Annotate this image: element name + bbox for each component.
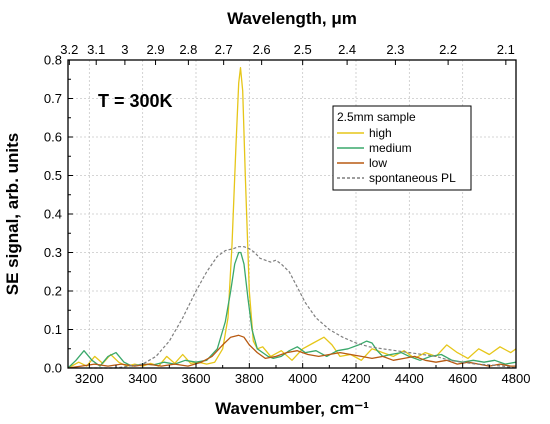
x-tick-label: 3200 bbox=[75, 371, 104, 386]
legend-label: medium bbox=[369, 141, 412, 155]
legend-label: high bbox=[369, 126, 392, 140]
x-tick-label: 4600 bbox=[448, 371, 477, 386]
x-tick-label: 4000 bbox=[288, 371, 317, 386]
y-tick-label: 0.0 bbox=[44, 361, 62, 376]
top-tick-label: 2.1 bbox=[497, 42, 515, 57]
x-tick-label: 3400 bbox=[128, 371, 157, 386]
top-tick-label: 2.7 bbox=[215, 42, 233, 57]
x-tick-label: 4400 bbox=[395, 371, 424, 386]
legend-label: spontaneous PL bbox=[369, 171, 456, 185]
series-line-low bbox=[67, 334, 516, 369]
y-tick-label: 0.8 bbox=[44, 53, 62, 68]
series-line-high bbox=[67, 67, 517, 369]
top-tick-label: 3.2 bbox=[60, 42, 78, 57]
y-tick-label: 0.7 bbox=[44, 91, 62, 106]
top-axis-title: Wavelength, μm bbox=[227, 9, 357, 28]
top-tick-label: 2.8 bbox=[179, 42, 197, 57]
top-tick-label: 2.2 bbox=[439, 42, 457, 57]
top-tick-label: 3.1 bbox=[87, 42, 105, 57]
ticks: 3200 3400 3600 3800 4000 4200 4400 4600 4800 0.0 0… bbox=[44, 42, 531, 386]
legend-title: 2.5mm sample bbox=[337, 110, 416, 124]
x-tick-label: 3600 bbox=[182, 371, 211, 386]
y-tick-label: 0.1 bbox=[44, 322, 62, 337]
legend-label: low bbox=[369, 156, 387, 170]
y-tick-label: 0.4 bbox=[44, 207, 62, 222]
y-axis-title: SE signal, arb. units bbox=[3, 133, 22, 295]
x-tick-label: 3800 bbox=[235, 371, 264, 386]
top-tick-label: 2.5 bbox=[294, 42, 312, 57]
top-tick-label: 2.4 bbox=[338, 42, 356, 57]
x-tick-label: 4200 bbox=[342, 371, 371, 386]
top-tick-label: 2.6 bbox=[253, 42, 271, 57]
x-tick-label: 4800 bbox=[502, 371, 531, 386]
y-tick-label: 0.6 bbox=[44, 130, 62, 145]
y-tick-label: 0.5 bbox=[44, 168, 62, 183]
top-tick-label: 2.3 bbox=[386, 42, 404, 57]
top-tick-label: 3 bbox=[121, 42, 128, 57]
y-tick-label: 0.3 bbox=[44, 245, 62, 260]
y-tick-label: 0.2 bbox=[44, 284, 62, 299]
x-axis-title: Wavenumber, cm⁻¹ bbox=[215, 399, 369, 418]
temperature-annotation: T = 300K bbox=[98, 91, 173, 111]
top-tick-label: 2.9 bbox=[147, 42, 165, 57]
